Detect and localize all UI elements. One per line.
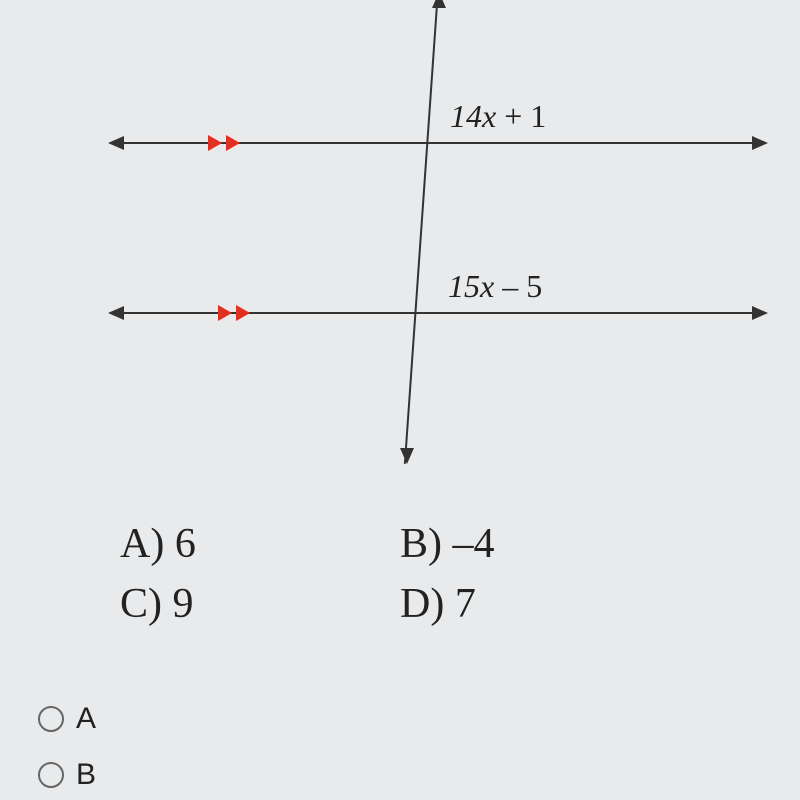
transversal-top-arrow: [432, 0, 446, 8]
line1-right-arrow: [752, 136, 768, 150]
angle2-const: – 5: [494, 268, 542, 304]
radio-a-circle[interactable]: [38, 706, 64, 732]
radio-b-circle[interactable]: [38, 762, 64, 788]
radio-a-label: A: [76, 702, 96, 736]
angle-label-2: 15x – 5: [448, 268, 542, 305]
line2-parallel-marker-1: [218, 305, 232, 321]
angle1-var: x: [482, 98, 496, 134]
angle2-coef: 15: [448, 268, 480, 304]
transversal-line: [404, 0, 439, 464]
angle2-var: x: [480, 268, 494, 304]
line1-left-arrow: [108, 136, 124, 150]
answer-b: B) –4: [400, 520, 495, 568]
line2-parallel-marker-2: [236, 305, 250, 321]
parallel-line-2: [120, 312, 756, 314]
angle-label-1: 14x + 1: [450, 98, 546, 135]
answer-d: D) 7: [400, 580, 476, 628]
transversal-bottom-arrow: [400, 448, 414, 464]
angle1-coef: 14: [450, 98, 482, 134]
angle1-const: + 1: [496, 98, 546, 134]
line2-right-arrow: [752, 306, 768, 320]
line2-left-arrow: [108, 306, 124, 320]
line1-parallel-marker-1: [208, 135, 222, 151]
radio-b-label: B: [76, 758, 96, 792]
radio-option-b[interactable]: B: [38, 758, 96, 792]
diagram-canvas: 14x + 1 15x – 5 A) 6 B) –4 C) 9 D) 7 A B: [0, 0, 800, 800]
radio-option-a[interactable]: A: [38, 702, 96, 736]
answer-c: C) 9: [120, 580, 194, 628]
line1-parallel-marker-2: [226, 135, 240, 151]
answer-a: A) 6: [120, 520, 196, 568]
